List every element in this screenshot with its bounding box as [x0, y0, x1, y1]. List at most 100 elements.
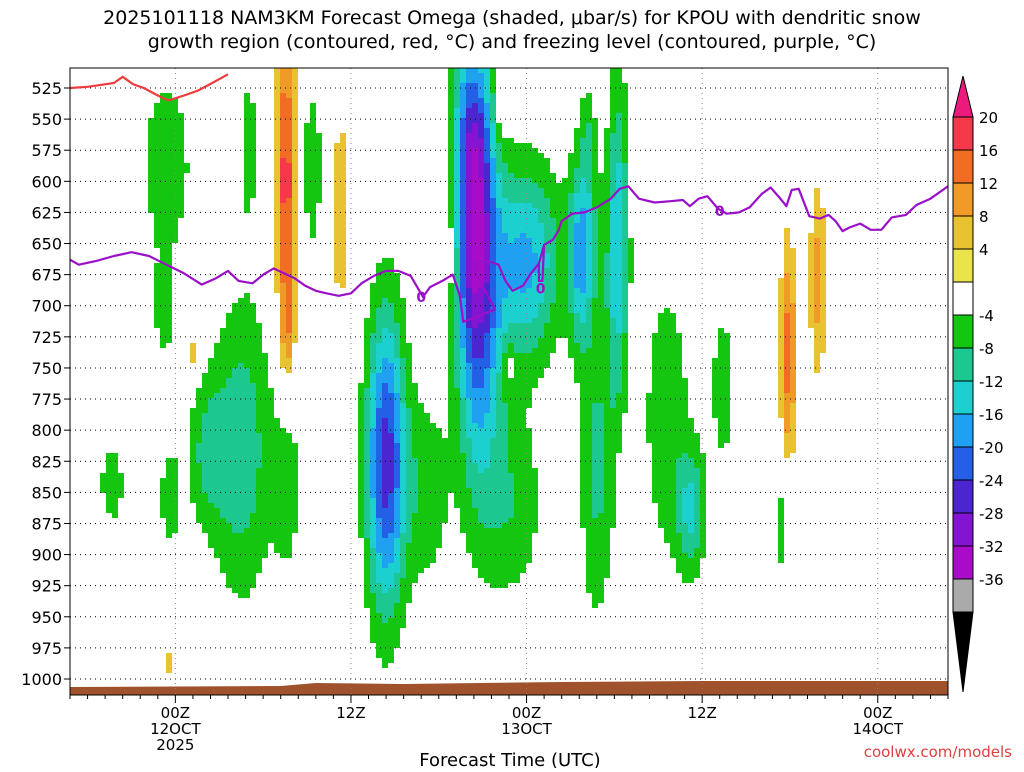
- omega-cell: [808, 258, 814, 263]
- omega-cell: [376, 568, 400, 573]
- omega-cell: [610, 288, 622, 293]
- omega-cell: [496, 298, 502, 303]
- omega-cell: [358, 438, 364, 443]
- omega-cell: [358, 393, 364, 398]
- omega-cell: [466, 543, 532, 548]
- omega-cell: [274, 548, 292, 553]
- omega-cell: [604, 278, 610, 283]
- omega-cell: [592, 303, 604, 308]
- omega-cell: [814, 338, 826, 343]
- omega-cell: [412, 453, 466, 458]
- omega-cell: [406, 408, 412, 413]
- omega-cell: [400, 348, 412, 353]
- omega-cell: [490, 218, 496, 223]
- omega-cell: [370, 473, 376, 478]
- omega-cell: [490, 448, 508, 453]
- omega-cell: [484, 468, 508, 473]
- omega-cell: [382, 328, 388, 333]
- omega-cell: [574, 363, 610, 368]
- omega-cell: [808, 288, 814, 293]
- omega-cell: [292, 138, 298, 143]
- omega-cell: [610, 138, 622, 143]
- omega-cell: [394, 578, 400, 583]
- omega-cell: [490, 153, 496, 158]
- omega-cell: [496, 158, 502, 163]
- omega-cell: [790, 368, 796, 373]
- omega-cell: [508, 418, 526, 423]
- omega-cell: [220, 333, 262, 338]
- omega-cell: [580, 443, 592, 448]
- omega-cell: [394, 493, 400, 498]
- omega-cell: [460, 363, 466, 368]
- omega-cell: [610, 338, 622, 343]
- omega-cell: [586, 308, 592, 313]
- omega-cell: [406, 398, 418, 403]
- omega-cell: [580, 318, 586, 323]
- y-tick-label: 1000: [21, 670, 62, 689]
- omega-cell: [106, 458, 118, 463]
- omega-cell: [778, 523, 784, 528]
- omega-cell: [460, 198, 466, 203]
- omega-cell: [502, 173, 514, 178]
- omega-cell: [778, 398, 784, 403]
- omega-cell: [400, 353, 412, 358]
- omega-cell: [490, 103, 496, 108]
- omega-cell: [556, 223, 568, 228]
- omega-cell: [574, 368, 610, 373]
- omega-cell: [466, 398, 472, 403]
- omega-cell: [382, 553, 394, 558]
- omega-cell: [622, 378, 628, 383]
- omega-cell: [460, 433, 466, 438]
- omega-cell: [304, 193, 322, 198]
- omega-cell: [616, 393, 628, 398]
- omega-cell: [568, 298, 574, 303]
- omega-cell: [292, 323, 298, 328]
- omega-cell: [592, 333, 610, 338]
- omega-cell: [784, 408, 790, 413]
- omega-cell: [244, 128, 256, 133]
- omega-cell: [496, 218, 502, 223]
- omega-cell: [778, 368, 784, 373]
- omega-cell: [484, 163, 490, 168]
- omega-cell: [790, 318, 796, 323]
- omega-cell: [484, 318, 490, 323]
- omega-cell: [454, 343, 460, 348]
- omega-cell: [310, 218, 316, 223]
- omega-cell: [604, 133, 610, 138]
- omega-cell: [280, 188, 292, 193]
- omega-cell: [376, 543, 394, 548]
- omega-cell: [256, 383, 268, 388]
- omega-cell: [556, 263, 568, 268]
- omega-cell: [814, 263, 820, 268]
- omega-cell: [460, 218, 466, 223]
- omega-cell: [532, 283, 544, 288]
- omega-cell: [448, 158, 454, 163]
- omega-cell: [160, 93, 172, 98]
- omega-cell: [382, 563, 388, 568]
- omega-cell: [208, 358, 268, 363]
- omega-cell: [376, 443, 382, 448]
- omega-cell: [778, 378, 784, 383]
- omega-cell: [466, 333, 472, 338]
- omega-cell: [448, 208, 454, 213]
- omega-cell: [646, 438, 700, 443]
- omega-cell: [682, 543, 700, 548]
- omega-cell: [784, 378, 790, 383]
- omega-cell: [784, 353, 790, 358]
- omega-cell: [484, 313, 490, 318]
- omega-cell: [364, 438, 370, 443]
- omega-cell: [592, 483, 604, 488]
- omega-cell: [472, 198, 484, 203]
- y-tick-label: 900: [31, 546, 62, 565]
- omega-cell: [466, 278, 472, 283]
- omega-cell: [358, 503, 364, 508]
- omega-cell: [448, 68, 454, 73]
- omega-cell: [454, 73, 460, 78]
- omega-cell: [472, 363, 490, 368]
- omega-cell: [580, 158, 592, 163]
- omega-cell: [466, 468, 478, 473]
- omega-cell: [466, 353, 472, 358]
- omega-cell: [370, 283, 400, 288]
- omega-cell: [394, 528, 400, 533]
- omega-cell: [592, 343, 610, 348]
